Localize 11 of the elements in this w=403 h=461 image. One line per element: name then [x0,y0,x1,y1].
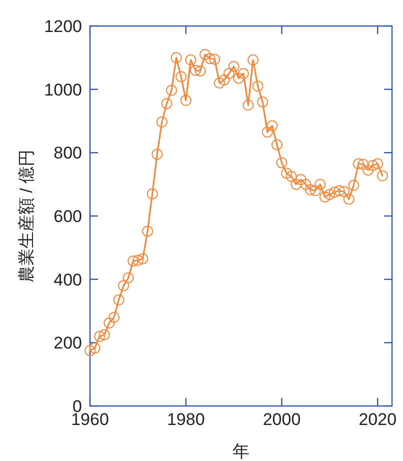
y-tick-label: 1000 [44,80,82,100]
y-tick-label: 600 [54,207,82,226]
y-tick-label: 800 [54,144,82,163]
x-tick-label: 1980 [166,410,205,429]
x-axis-title: 年 [232,442,250,461]
y-axis-title: 農業生産額 / 億円 [17,149,36,283]
y-tick-label: 1200 [44,17,82,36]
x-tick-label: 2000 [262,410,301,429]
y-tick-label: 400 [54,270,82,290]
y-tick-label: 200 [54,334,82,353]
x-tick-label: 2020 [358,410,397,429]
